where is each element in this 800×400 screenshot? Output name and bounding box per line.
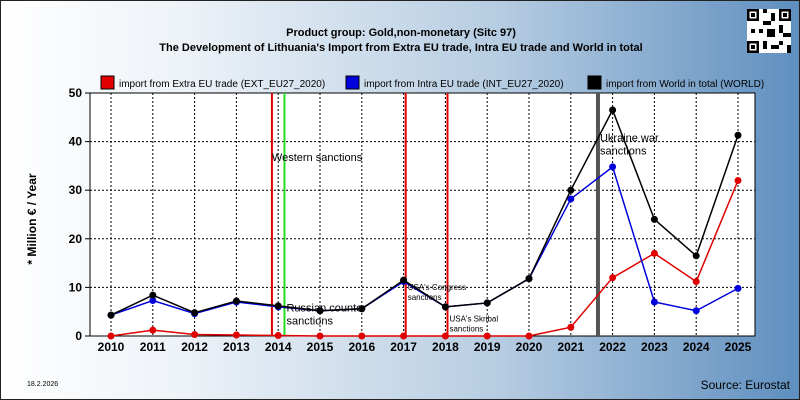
data-point-intra-eu — [650, 298, 658, 306]
data-point-extra-eu — [358, 332, 366, 340]
date-stamp: 18.2.2026 — [27, 381, 59, 388]
data-point-world — [232, 297, 240, 305]
legend-label: import from Intra EU trade (INT_EU27_202… — [364, 79, 564, 90]
y-tick-label: 50 — [69, 86, 83, 100]
data-point-extra-eu — [734, 176, 742, 184]
y-tick-label: 30 — [69, 183, 83, 197]
data-point-intra-eu — [567, 195, 575, 203]
x-tick-label: 2010 — [98, 340, 125, 354]
legend-swatch — [345, 75, 360, 90]
x-tick-label: 2017 — [390, 340, 417, 354]
chart-title: The Development of Lithuania's Import fr… — [159, 42, 643, 54]
data-point-world — [107, 311, 115, 319]
y-tick-label: 10 — [69, 280, 83, 294]
legend-swatch — [100, 75, 115, 90]
data-point-extra-eu — [191, 331, 199, 339]
data-point-world — [734, 131, 742, 139]
data-point-world — [525, 275, 533, 283]
x-tick-label: 2024 — [683, 340, 710, 354]
plot-area — [89, 92, 756, 337]
data-point-intra-eu — [149, 297, 157, 305]
source-label: Source: Eurostat — [700, 378, 790, 392]
x-tick-label: 2022 — [599, 340, 626, 354]
y-tick-label: 40 — [69, 135, 83, 149]
data-point-extra-eu — [107, 332, 115, 340]
data-point-world — [483, 299, 491, 307]
annotation-label: Russian counter sanctions — [286, 303, 366, 328]
x-tick-label: 2014 — [265, 340, 292, 354]
x-tick-label: 2015 — [307, 340, 334, 354]
data-point-extra-eu — [483, 332, 491, 340]
data-point-intra-eu — [692, 307, 700, 315]
data-point-world — [609, 106, 617, 114]
data-point-extra-eu — [692, 278, 700, 286]
y-axis-label: * Million € / Year — [25, 173, 39, 265]
data-point-world — [400, 276, 408, 284]
data-point-extra-eu — [232, 331, 240, 339]
legend-label: import from World in total (WORLD) — [606, 79, 764, 90]
x-tick-label: 2012 — [181, 340, 208, 354]
x-tick-label: 2013 — [223, 340, 250, 354]
data-point-extra-eu — [441, 332, 449, 340]
data-point-extra-eu — [316, 332, 324, 340]
legend-label: import from Extra EU trade (EXT_EU27_202… — [119, 79, 325, 90]
data-point-world — [274, 302, 282, 310]
data-point-extra-eu — [274, 332, 282, 340]
data-point-extra-eu — [609, 274, 617, 282]
annotation-label: USA's Congress sanctions — [408, 283, 466, 302]
annotation-label: Ukraine war sanctions — [600, 133, 659, 158]
chart-subtitle: Product group: Gold,non-monetary (Sitc 9… — [286, 27, 516, 39]
annotation-label: USA's Skribal sanctions — [449, 314, 498, 333]
data-point-world — [650, 215, 658, 223]
data-point-world — [567, 186, 575, 194]
x-tick-label: 2011 — [140, 340, 166, 354]
series-line-world — [110, 108, 739, 316]
legend-swatch — [587, 75, 602, 90]
data-point-intra-eu — [609, 163, 617, 171]
y-tick-label: 0 — [75, 329, 82, 343]
annotation-label: Western sanctions — [272, 152, 363, 164]
data-point-world — [358, 305, 366, 313]
y-tick-label: 20 — [69, 232, 83, 246]
data-point-extra-eu — [567, 323, 575, 331]
data-point-extra-eu — [149, 326, 157, 334]
x-tick-label: 2020 — [516, 340, 543, 354]
data-point-world — [316, 307, 324, 315]
data-point-world — [191, 309, 199, 317]
data-point-world — [692, 252, 700, 260]
data-point-world — [441, 303, 449, 311]
series-line-extra-eu — [110, 180, 739, 337]
x-tick-label: 2018 — [432, 340, 459, 354]
x-tick-label: 2016 — [348, 340, 375, 354]
qr-code-icon — [747, 9, 791, 53]
data-point-extra-eu — [400, 332, 408, 340]
data-point-intra-eu — [734, 284, 742, 292]
data-point-extra-eu — [650, 249, 658, 257]
x-tick-label: 2021 — [557, 340, 584, 354]
data-point-extra-eu — [525, 332, 533, 340]
x-tick-label: 2019 — [474, 340, 501, 354]
data-point-world — [149, 291, 157, 299]
x-tick-label: 2023 — [641, 340, 668, 354]
x-tick-label: 2025 — [725, 340, 752, 354]
